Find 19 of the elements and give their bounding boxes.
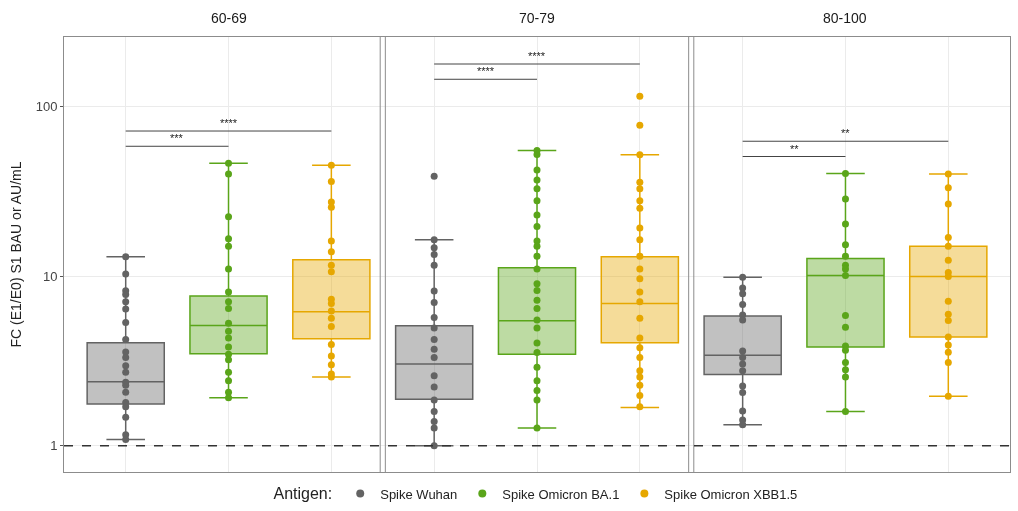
annotation: **** xyxy=(220,117,238,129)
legend-label: Spike Omicron XBB1.5 xyxy=(664,486,798,502)
annotation: *** xyxy=(170,132,184,144)
annotation: **** xyxy=(477,65,495,77)
legend-label: Spike Omicron BA.1 xyxy=(502,486,620,502)
legend-label: Spike Wuhan xyxy=(380,486,458,502)
y-tick-label: 100 xyxy=(35,99,58,115)
point xyxy=(533,396,541,404)
text: 70-79 xyxy=(519,10,556,26)
legend-title: Antigen: xyxy=(273,485,333,503)
point xyxy=(533,424,541,432)
y-axis-title: FC (E1/E0) S1 BAU or AU/mL xyxy=(8,161,25,348)
annotation: **** xyxy=(528,50,546,62)
annotation: ** xyxy=(841,127,851,139)
text: 60-69 xyxy=(211,10,248,26)
text: 80-100 xyxy=(823,10,867,26)
y-tick-label: 1 xyxy=(50,438,58,454)
annotation: ** xyxy=(790,143,800,155)
y-tick-label: 10 xyxy=(42,268,58,284)
